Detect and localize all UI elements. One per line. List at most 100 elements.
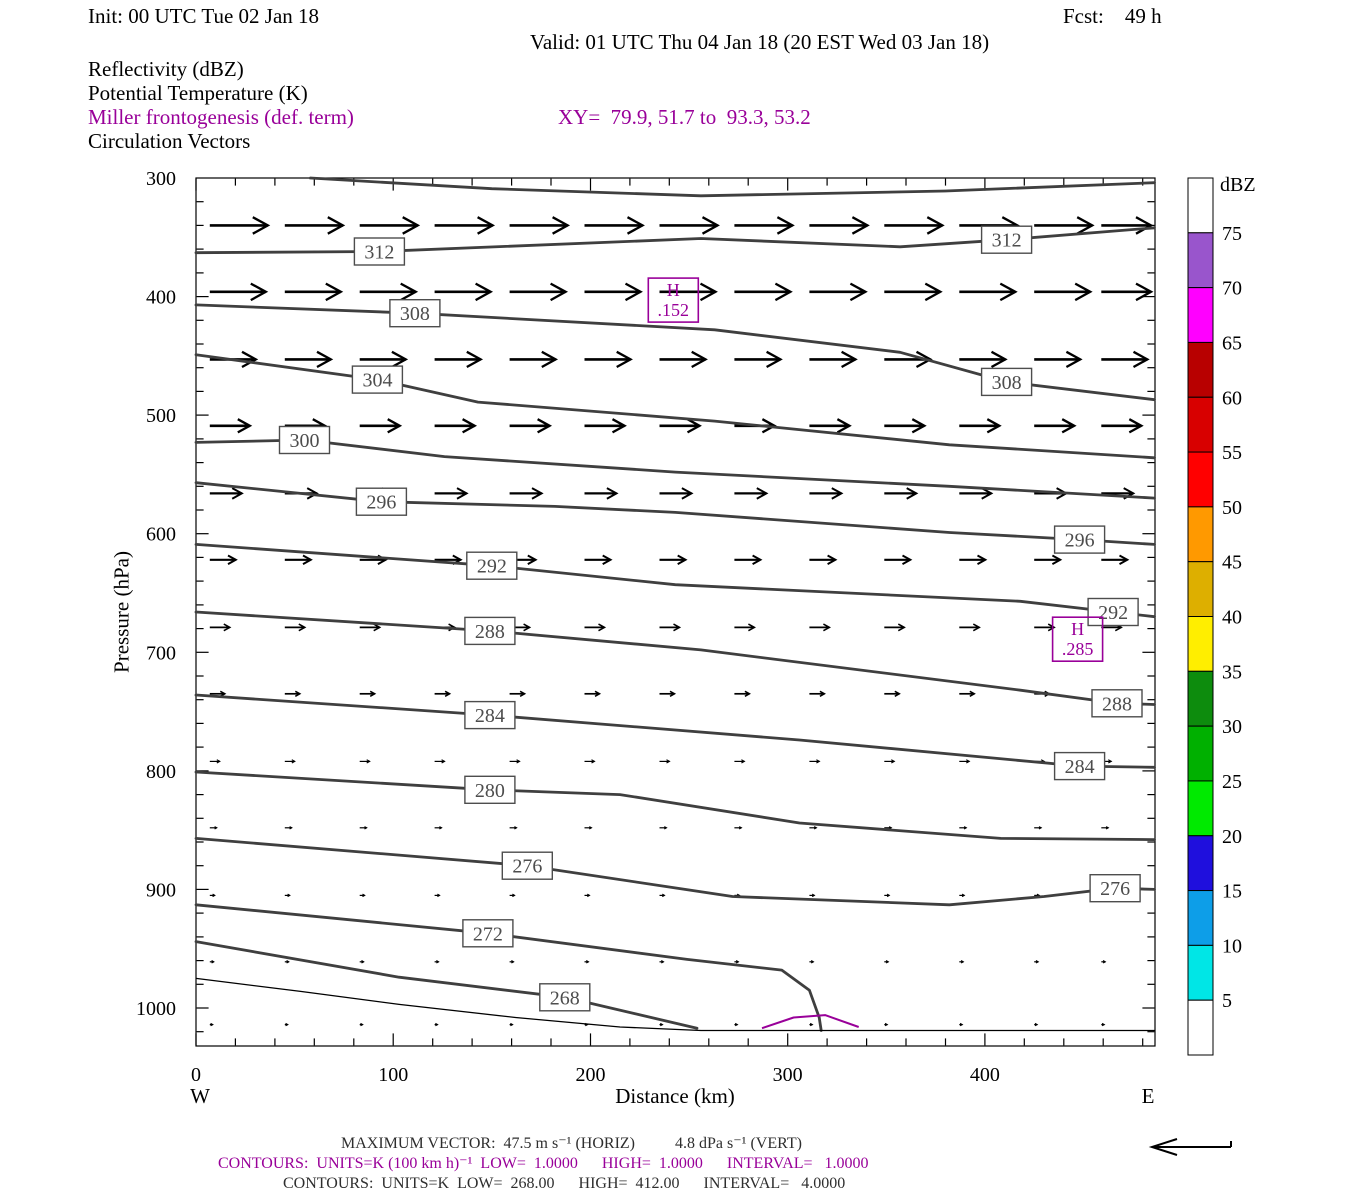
colorbar-segment — [1187, 506, 1214, 563]
y-tick-label: 500 — [146, 405, 176, 427]
vector-arrow-head — [1135, 216, 1154, 235]
vector-arrow-head — [1034, 1022, 1039, 1027]
contour-label-text: 312 — [364, 242, 394, 264]
vector-arrow-head — [294, 690, 302, 697]
contour-label-box — [1053, 751, 1106, 781]
contour-label-text: 284 — [475, 705, 505, 727]
vector-arrow-head — [969, 690, 976, 697]
vector-arrow-head — [400, 282, 419, 302]
contour-label-box — [389, 299, 441, 328]
colorbar-segment — [1187, 999, 1214, 1056]
vector-arrow-head — [441, 759, 446, 764]
vector-arrow-head — [606, 487, 619, 500]
vector-arrow-head — [1051, 554, 1063, 565]
vector-arrow-head — [537, 418, 553, 434]
colorbar-segment — [1187, 670, 1214, 727]
vector-arrow-head — [475, 282, 494, 302]
vector-arrow-head — [211, 960, 215, 964]
vector-arrow-head — [231, 487, 244, 500]
contour-label-box — [1089, 874, 1141, 903]
vector-arrow-head — [1061, 418, 1077, 434]
contour-label-text: 296 — [366, 492, 396, 514]
colorbar: 75 70 65 60 55 50 45 40 35 30 25 20 15 10 5 dBZ — [1187, 174, 1256, 1056]
vector-arrow-head — [1132, 350, 1150, 369]
theta-contour-labels: 312 312 308 308 304 300 296 296 292 292 288 288 284 2… — [278, 225, 1143, 1012]
contour-label-text: 308 — [992, 372, 1022, 394]
vector-arrow-head — [289, 826, 293, 830]
y-tick-label: 700 — [146, 642, 176, 664]
vector-arrow-head — [1047, 623, 1056, 632]
vector-arrow-head — [666, 759, 671, 764]
contour-label-box — [462, 919, 514, 948]
vector-arrow-head — [435, 1022, 439, 1027]
vector-arrow-head — [884, 1022, 889, 1027]
vector-arrow-head — [387, 418, 403, 434]
vector-arrow-head — [216, 759, 221, 764]
vector-arrow-head — [437, 893, 441, 898]
contour-label-box — [980, 225, 1033, 254]
vector-arrow-head — [1119, 554, 1130, 565]
vector-arrow-head — [831, 487, 844, 500]
vector-arrow-head — [291, 759, 296, 764]
theta-contour-276 — [194, 837, 1156, 907]
vector-arrow-head — [519, 690, 527, 697]
east-end-label: E — [1141, 1084, 1155, 1108]
vector-arrow-head — [963, 826, 968, 830]
circulation-vectors — [209, 216, 1154, 1027]
vector-arrow-head — [327, 216, 346, 235]
surface-line — [195, 977, 1155, 1032]
colorbar-segment — [1187, 725, 1214, 782]
contour-label-text: 272 — [473, 923, 503, 945]
axis-ticks — [195, 178, 1155, 1046]
max-vector-reference-arrow — [1148, 1138, 1232, 1156]
y-tick-label: 800 — [146, 761, 176, 783]
x-tick-label: 200 — [575, 1064, 605, 1086]
vector-arrow-head — [611, 418, 627, 434]
vector-arrow-head — [1135, 282, 1154, 302]
vector-arrow-head — [456, 487, 469, 500]
vector-arrow-head — [738, 826, 743, 830]
colorbar-tick-label: 35 — [1222, 661, 1242, 683]
x-tick-label: 0 — [191, 1064, 201, 1086]
theta-contour-info: CONTOURS: UNITS=K LOW= 268.00 HIGH= 412.… — [283, 1175, 846, 1192]
vector-arrow-head — [369, 690, 377, 697]
colorbar-segment — [1187, 561, 1214, 618]
vector-arrow-head — [701, 216, 720, 235]
vector-arrow-head — [986, 418, 1002, 434]
vector-arrow-head — [586, 960, 590, 964]
contour-label-text: 292 — [477, 556, 507, 578]
theta-contour-292 — [194, 543, 1156, 619]
vector-arrow-head — [360, 1022, 364, 1027]
vector-arrow-head — [587, 893, 591, 898]
theta-contour-280 — [194, 770, 1156, 841]
vector-arrow-head — [661, 960, 665, 964]
theta-contour-304 — [194, 353, 1156, 460]
colorbar-segment — [1187, 835, 1214, 892]
contour-label-text: 300 — [289, 430, 319, 452]
vector-arrow-head — [298, 623, 307, 632]
axis-tick-labels: 0 100 200 300 400 300 400 500 600 700 800 900 1000 — [136, 168, 1000, 1086]
vector-arrow-head — [886, 893, 891, 898]
vector-arrow-head — [306, 487, 319, 500]
contour-label-text: 276 — [1100, 878, 1130, 900]
y-tick-label: 300 — [146, 168, 176, 190]
colorbar-segment — [1187, 451, 1214, 508]
vector-arrow-head — [841, 350, 858, 369]
theta-contour-296 — [194, 481, 1156, 546]
vector-arrow-head — [677, 554, 688, 565]
contour-label-box — [1087, 597, 1139, 627]
vector-arrow-head — [477, 216, 496, 235]
colorbar-tick-label: 50 — [1222, 497, 1242, 519]
colorbar-segment — [1187, 177, 1214, 234]
frontogenesis-contour-info: CONTOURS: UNITS=K (100 km h)⁻¹ LOW= 1.00… — [218, 1155, 869, 1172]
x-tick-label: 300 — [773, 1064, 803, 1086]
vector-arrow-head — [897, 623, 906, 632]
vector-arrow-head — [744, 690, 751, 697]
colorbar-tick-label: 30 — [1222, 716, 1242, 738]
colorbar-tick-label: 55 — [1222, 442, 1242, 464]
vector-arrow-head — [756, 487, 769, 500]
vector-arrow-head — [598, 623, 607, 632]
colorbar-tick-label: 25 — [1222, 771, 1242, 793]
vector-arrow-head — [510, 1022, 514, 1027]
vector-arrow-head — [849, 282, 868, 302]
